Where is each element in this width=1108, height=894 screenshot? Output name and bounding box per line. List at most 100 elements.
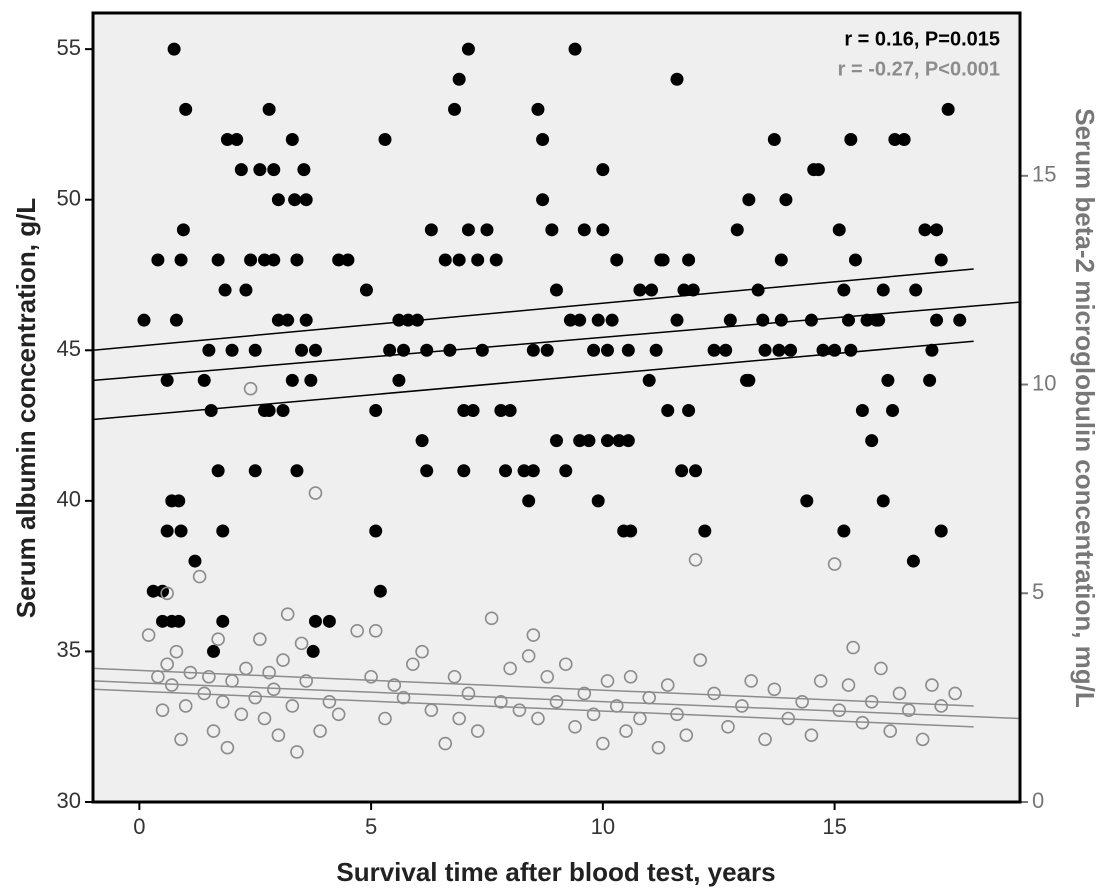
point [707, 686, 721, 701]
point [660, 678, 675, 692]
point [285, 132, 299, 146]
point [285, 699, 300, 713]
point [526, 628, 541, 642]
point [137, 313, 151, 327]
y2-tick-label: 5 [1032, 579, 1044, 604]
point [248, 464, 262, 478]
point [202, 669, 216, 684]
point [605, 313, 619, 327]
point [304, 373, 318, 387]
point [723, 313, 737, 327]
point [489, 253, 503, 267]
point [930, 313, 944, 327]
point [892, 686, 907, 701]
point [645, 283, 659, 297]
point [179, 102, 193, 116]
point [290, 253, 304, 267]
point [934, 699, 949, 713]
point [774, 313, 788, 327]
point [276, 653, 290, 667]
point [621, 343, 635, 357]
point [915, 732, 930, 747]
point [151, 253, 165, 267]
point [679, 728, 694, 743]
point [693, 653, 707, 667]
point [689, 464, 703, 478]
point [719, 343, 733, 357]
point [837, 524, 851, 538]
point [827, 557, 842, 571]
point [573, 313, 587, 327]
point [253, 163, 267, 177]
point [461, 42, 475, 56]
y-tick-label: 50 [57, 186, 81, 211]
point [744, 674, 758, 688]
point [262, 665, 276, 680]
point [215, 695, 230, 709]
point [670, 72, 684, 86]
point [368, 624, 383, 638]
point [281, 313, 295, 327]
point [621, 434, 635, 448]
point [192, 569, 207, 584]
point [253, 632, 267, 646]
point [202, 343, 216, 357]
point [526, 464, 540, 478]
point [550, 434, 563, 448]
point [225, 343, 239, 357]
fit-line [92, 268, 974, 352]
point [248, 343, 262, 357]
point [466, 404, 480, 418]
point [876, 494, 890, 508]
point [262, 102, 276, 116]
point [308, 486, 323, 500]
point [784, 343, 798, 357]
point [909, 283, 923, 297]
point [811, 163, 825, 177]
point [649, 343, 663, 357]
y2-tick-label: 15 [1032, 162, 1056, 187]
point [503, 404, 517, 418]
point [299, 193, 313, 207]
point [883, 724, 898, 738]
point [452, 711, 466, 726]
point [266, 682, 281, 697]
point [536, 132, 550, 146]
point [211, 632, 225, 646]
point [600, 434, 614, 448]
point [934, 524, 948, 538]
point [475, 343, 489, 357]
point [596, 736, 610, 751]
fit-line [92, 667, 974, 707]
point [742, 373, 756, 387]
point [855, 404, 869, 418]
point [172, 494, 186, 508]
point [461, 686, 476, 701]
point [308, 614, 322, 628]
point [169, 313, 183, 327]
point [257, 711, 272, 726]
point [512, 703, 527, 717]
point [172, 614, 186, 628]
point [211, 253, 225, 267]
point [188, 554, 202, 568]
point [721, 720, 735, 734]
point [160, 524, 174, 538]
point [730, 223, 744, 237]
point [297, 163, 311, 177]
point [234, 163, 248, 177]
point [872, 313, 886, 327]
point [178, 699, 193, 713]
point [461, 223, 475, 237]
point [577, 223, 591, 237]
point [438, 736, 453, 751]
x-tick-label: 0 [133, 814, 145, 839]
point [322, 695, 337, 709]
point [767, 682, 782, 697]
point [526, 343, 540, 357]
annotation: r = 0.16, P=0.015 [844, 28, 1000, 50]
point [197, 373, 211, 387]
point [600, 343, 614, 357]
point [953, 313, 967, 327]
point [499, 464, 513, 478]
